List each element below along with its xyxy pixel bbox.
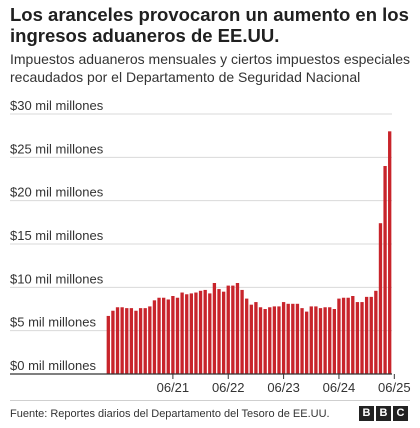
bar <box>388 131 392 374</box>
bar <box>166 299 170 374</box>
bar <box>258 307 263 374</box>
bar <box>355 302 360 374</box>
bar <box>369 296 373 374</box>
bars <box>106 131 392 374</box>
bar <box>115 307 120 374</box>
x-tick-label: 06/21 <box>157 380 190 395</box>
x-tick-label: 06/24 <box>323 380 356 395</box>
bar <box>226 285 230 374</box>
bar <box>337 298 341 374</box>
y-tick-label: $15 mil millones <box>10 228 104 243</box>
y-tick-label: $30 mil millones <box>10 100 104 113</box>
bar <box>143 308 147 374</box>
bar <box>305 311 309 374</box>
bar <box>180 292 184 374</box>
y-tick-label: $0 mil millones <box>10 358 96 373</box>
bar <box>152 300 157 374</box>
bar <box>291 303 295 374</box>
bar <box>134 310 138 374</box>
bar <box>332 309 336 374</box>
bar <box>374 290 378 374</box>
bar <box>364 296 369 374</box>
bar <box>231 285 235 374</box>
bar <box>263 309 267 374</box>
bar <box>351 296 355 374</box>
bar <box>281 302 286 374</box>
bar <box>129 308 134 374</box>
footer-divider <box>10 400 410 401</box>
bar <box>198 290 203 374</box>
bar <box>106 315 110 374</box>
bar <box>120 307 124 374</box>
y-tick-label: $5 mil millones <box>10 315 96 330</box>
bar <box>249 304 253 374</box>
bbc-logo-letter: B <box>359 406 374 421</box>
bar <box>295 303 300 374</box>
bar <box>323 307 327 374</box>
bar <box>272 306 277 374</box>
x-axis: 06/21 06/22 06/23 06/24 06/25 <box>10 373 411 395</box>
bar <box>221 291 226 374</box>
x-tick-label: 06/25 <box>378 380 411 395</box>
bar <box>157 297 161 374</box>
bar <box>235 283 240 374</box>
bar <box>208 293 212 374</box>
bar <box>111 310 115 374</box>
y-tick-label: $10 mil millones <box>10 271 104 286</box>
bar-chart: $0 mil millones $5 mil millones $10 mil mi… <box>10 100 411 395</box>
bar <box>162 297 166 374</box>
bar <box>378 223 383 374</box>
bar <box>277 306 281 374</box>
bar <box>125 308 129 374</box>
y-tick-label: $20 mil millones <box>10 185 104 200</box>
chart-title: Los aranceles provocaron un aumento en l… <box>10 4 409 46</box>
chart-subtitle: Impuestos aduaneros mensuales y ciertos … <box>10 51 410 85</box>
bar <box>268 307 272 374</box>
bar <box>203 289 207 374</box>
bar <box>189 293 193 374</box>
x-tick-label: 06/22 <box>212 380 245 395</box>
bbc-logo-letter: C <box>393 406 408 421</box>
bbc-logo-letter: B <box>376 406 391 421</box>
bar <box>286 303 290 374</box>
bar <box>318 308 323 374</box>
bar <box>171 296 175 374</box>
source-note: Fuente: Reportes diarios del Departament… <box>10 408 330 420</box>
bar <box>245 298 249 374</box>
bar <box>346 297 350 374</box>
bar <box>341 297 346 374</box>
bar <box>194 292 198 374</box>
bbc-logo: B B C <box>359 406 408 421</box>
bar <box>212 283 217 374</box>
bar <box>138 308 143 374</box>
bar <box>360 302 364 374</box>
bar <box>314 306 318 374</box>
bar <box>254 302 258 374</box>
bar <box>175 297 180 374</box>
bar <box>309 306 313 374</box>
y-axis-labels: $0 mil millones $5 mil millones $10 mil mi… <box>10 100 104 373</box>
bar <box>300 308 304 374</box>
x-tick-label: 06/23 <box>267 380 300 395</box>
bar <box>148 306 152 374</box>
bar <box>383 166 387 374</box>
bar <box>328 307 332 374</box>
bar <box>185 294 189 374</box>
y-tick-label: $25 mil millones <box>10 141 104 156</box>
bar <box>240 289 244 374</box>
bar <box>217 289 221 374</box>
